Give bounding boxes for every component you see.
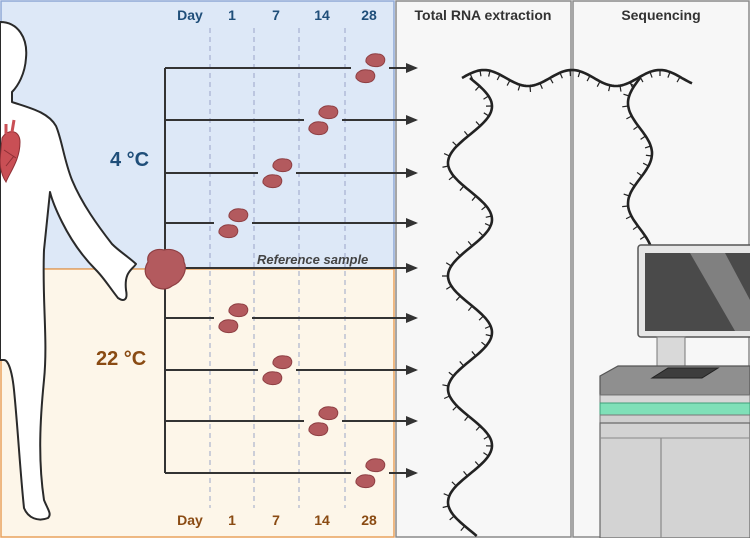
tissue-piece-icon bbox=[355, 53, 386, 84]
day-header-top: Day 1 7 14 28 bbox=[177, 7, 377, 23]
branch-arrowhead bbox=[406, 365, 418, 375]
tissue-piece-icon bbox=[262, 158, 293, 189]
tissue-piece-icon bbox=[308, 105, 339, 136]
tissue-piece-icon bbox=[355, 458, 386, 489]
warm-branch-day-14 bbox=[165, 416, 418, 426]
branch-arrowhead bbox=[406, 263, 418, 273]
reference-tissue-icon bbox=[144, 248, 186, 290]
day-label-top: Day bbox=[177, 7, 203, 23]
tissue-samples bbox=[218, 53, 386, 489]
day-bottom-7: 7 bbox=[272, 512, 280, 528]
human-silhouette-icon bbox=[0, 21, 137, 521]
day-top-28: 28 bbox=[361, 7, 377, 23]
day-bottom-28: 28 bbox=[361, 512, 377, 528]
reference-sample-label: Reference sample bbox=[257, 252, 368, 267]
branch-arrowhead bbox=[406, 416, 418, 426]
branch-arrowhead bbox=[406, 218, 418, 228]
sequencer-status-light bbox=[599, 402, 750, 416]
day-label-bottom: Day bbox=[177, 512, 203, 528]
tissue-piece-icon bbox=[262, 355, 293, 386]
tissue-piece-icon bbox=[218, 303, 249, 334]
day-top-14: 14 bbox=[314, 7, 330, 23]
extraction-panel-title: Total RNA extraction bbox=[415, 7, 552, 23]
tissue-piece-icon bbox=[218, 208, 249, 239]
cold-branch-day-28 bbox=[165, 63, 418, 73]
warm-temperature-label: 22 °C bbox=[96, 348, 146, 370]
warm-branch-day-28 bbox=[165, 468, 418, 478]
branch-arrowhead bbox=[406, 168, 418, 178]
rna-strand-icon bbox=[441, 68, 693, 537]
warm-branch-day-1 bbox=[165, 313, 418, 323]
cold-branch-day-14 bbox=[165, 115, 418, 125]
reference-branch bbox=[184, 263, 418, 273]
heart-icon bbox=[0, 119, 21, 184]
day-bottom-1: 1 bbox=[228, 512, 236, 528]
branch-arrowhead bbox=[406, 63, 418, 73]
rna-strand-right bbox=[626, 77, 654, 251]
day-gridlines bbox=[209, 28, 346, 508]
sequencing-panel-title: Sequencing bbox=[621, 7, 700, 23]
rna-strand-left bbox=[446, 77, 494, 537]
tissue-piece-icon bbox=[308, 406, 339, 437]
cold-branch-day-7 bbox=[165, 168, 418, 178]
day-top-7: 7 bbox=[272, 7, 280, 23]
branch-arrowhead bbox=[406, 115, 418, 125]
branch-arrowhead bbox=[406, 313, 418, 323]
day-top-1: 1 bbox=[228, 7, 236, 23]
day-bottom-14: 14 bbox=[314, 512, 330, 528]
warm-storage-region bbox=[0, 268, 395, 538]
sequencer-cabinet bbox=[599, 422, 750, 538]
day-header-bottom: Day 1 7 14 28 bbox=[177, 512, 377, 528]
cold-branch-day-1 bbox=[165, 218, 418, 228]
sequencer-icon bbox=[599, 244, 750, 538]
warm-branch-day-7 bbox=[165, 365, 418, 375]
cold-temperature-label: 4 °C bbox=[110, 149, 149, 171]
branch-arrowhead bbox=[406, 468, 418, 478]
